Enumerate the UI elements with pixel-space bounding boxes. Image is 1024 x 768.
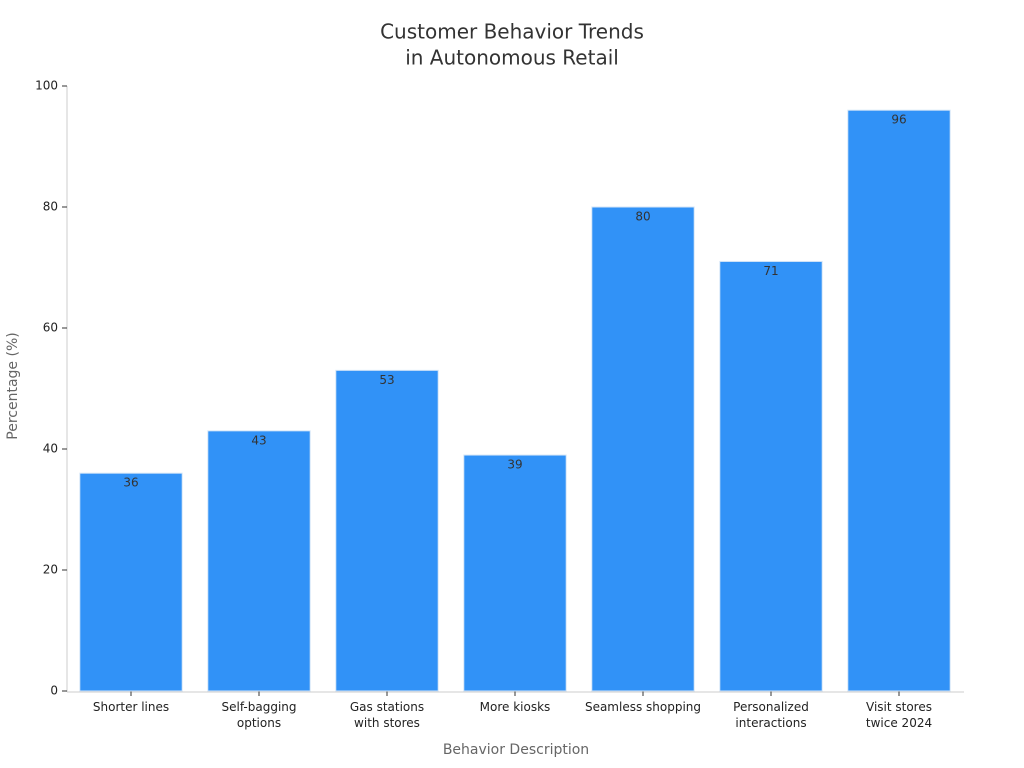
bar xyxy=(79,472,183,692)
y-tick-label: 40 xyxy=(43,442,58,456)
x-tick-label: Seamless shopping xyxy=(584,700,702,714)
bar xyxy=(335,369,439,692)
chart-title: Customer Behavior Trends xyxy=(380,20,644,44)
y-tick-label: 80 xyxy=(43,200,58,214)
x-tick-label: Gas stations with stores xyxy=(349,700,425,730)
bar xyxy=(719,260,823,692)
value-label: 43 xyxy=(251,433,266,447)
bar xyxy=(207,430,311,692)
x-tick-label: Shorter lines xyxy=(92,700,170,714)
value-label: 36 xyxy=(123,476,138,490)
x-tick-label: Self-bagging options xyxy=(221,700,297,730)
value-label: 53 xyxy=(379,373,394,387)
chart-title: in Autonomous Retail xyxy=(405,46,619,70)
y-tick-label: 60 xyxy=(43,321,58,335)
value-label: 39 xyxy=(507,458,522,472)
x-tick-label: Visit stores twice 2024 xyxy=(865,700,933,730)
bar xyxy=(463,454,567,692)
x-tick-label: Personalized interactions xyxy=(733,700,809,730)
x-tick-label: More kiosks xyxy=(479,700,551,714)
value-label: 96 xyxy=(891,113,906,127)
x-axis-label: Behavior Description xyxy=(443,742,589,758)
bar xyxy=(591,206,695,692)
value-label: 80 xyxy=(635,210,650,224)
y-axis-label: Percentage (%) xyxy=(5,332,21,439)
y-tick-label: 20 xyxy=(43,563,58,577)
value-label: 71 xyxy=(763,264,778,278)
y-tick-label: 0 xyxy=(50,684,58,698)
bar xyxy=(847,109,951,692)
y-tick-label: 100 xyxy=(35,79,58,93)
